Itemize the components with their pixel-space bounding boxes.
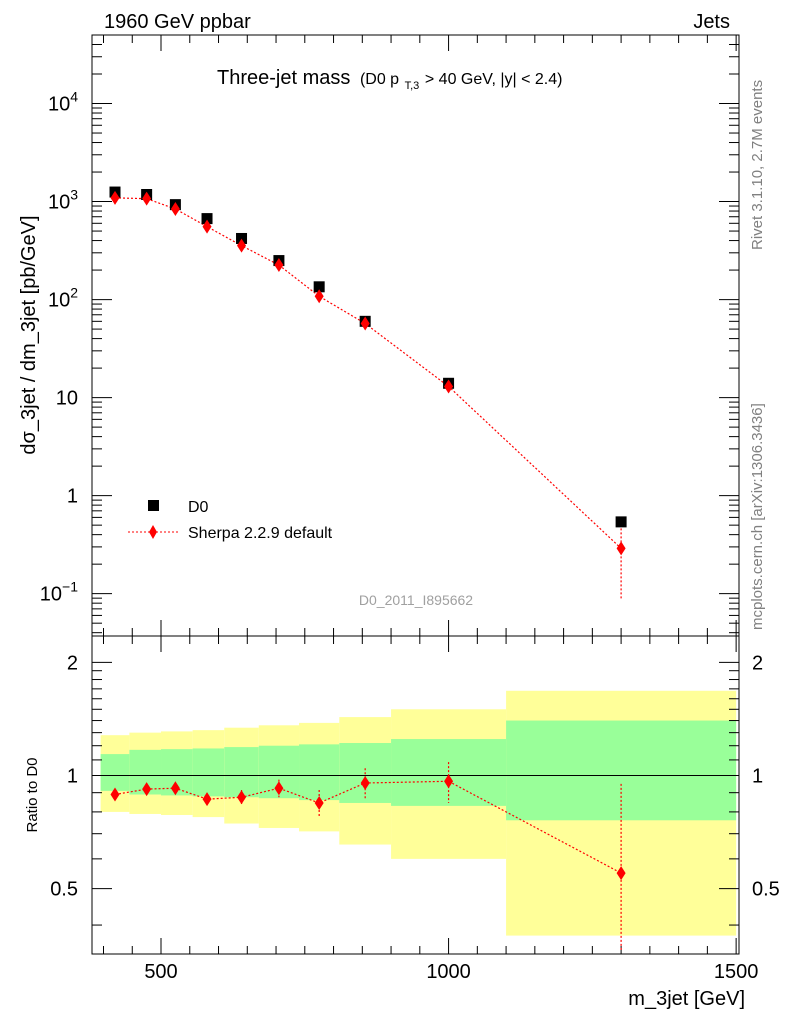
sherpa-data-point (616, 541, 626, 556)
plot-subtitle-suffix: > 40 GeV, |y| < 2.4) (425, 71, 563, 88)
ratio-y-tick-label-right: 0.5 (752, 879, 780, 901)
y-tick-label: 10−1 (40, 579, 78, 606)
main-y-tick-labels: 10−1 1 10 102 103 104 (40, 89, 78, 606)
d0-data-point (201, 213, 213, 225)
legend-d0-label: D0 (188, 499, 209, 516)
sherpa-ratio-point (110, 787, 120, 802)
legend-d0-marker (148, 500, 159, 511)
d0-data-point (615, 516, 627, 528)
sherpa-ratio-point (142, 782, 152, 797)
ratio-y-tick-label: 0.5 (50, 879, 78, 901)
y-tick-label: 1 (67, 486, 78, 508)
plot-title: Three-jet mass (D0 p T,3 > 40 GeV, |y| <… (217, 67, 562, 94)
analysis-watermark: D0_2011_I895662 (359, 592, 473, 608)
sherpa-ratio-line (114, 780, 622, 874)
ratio-y-tick-label-right: 1 (752, 765, 763, 787)
sherpa-ratio-point (314, 795, 324, 810)
y-tick-label: 102 (48, 285, 78, 312)
sherpa-ratio-point (444, 774, 454, 789)
main-plot-frame (91, 34, 740, 637)
sherpa-data-point (170, 201, 180, 216)
energy-label: 1960 GeV ppbar (104, 11, 251, 33)
plot-subtitle-subscript: T,3 (405, 80, 420, 92)
inner-band-bin (192, 748, 225, 797)
y-tick-label: 10 (56, 388, 78, 410)
sherpa-data-point (237, 238, 247, 253)
ratio-y-tick-label-right: 2 (752, 652, 763, 674)
inner-band-bin (506, 720, 737, 821)
plot-subtitle-prefix: (D0 p (360, 71, 399, 88)
sherpa-data-point (444, 379, 454, 394)
sherpa-data-point (142, 191, 152, 206)
plot-title-main: Three-jet mass (217, 67, 350, 89)
main-plot-series (109, 186, 627, 601)
ratio-y-tick-label: 2 (67, 652, 78, 674)
sherpa-ratio-point (170, 781, 180, 796)
sherpa-ratio-point (616, 866, 626, 881)
sherpa-ratio-point (360, 775, 370, 790)
legend-sherpa-label: Sherpa 2.2.9 default (188, 525, 333, 542)
ratio-plot-series (110, 762, 626, 952)
x-tick-labels: 500 1000 1500 (144, 961, 758, 983)
x-axis-label: m_3jet [GeV] (628, 988, 745, 1010)
legend: D0 Sherpa 2.2.9 default (128, 499, 333, 542)
ratio-y-tick-label: 1 (67, 765, 78, 787)
y-tick-label: 104 (48, 89, 78, 116)
sherpa-data-point (360, 316, 370, 331)
ratio-uncertainty-bands (100, 690, 737, 936)
sherpa-data-point (314, 289, 324, 304)
d0-data-point (313, 281, 325, 293)
x-tick-label: 500 (144, 961, 177, 983)
sherpa-data-point (202, 219, 212, 234)
rivet-version-label: Rivet 3.1.10, 2.7M events (749, 80, 766, 250)
x-tick-label: 1000 (426, 961, 471, 983)
y-tick-label: 103 (48, 187, 78, 214)
ratio-y-tick-labels: 0.5 0.5 1 1 2 2 (50, 652, 780, 900)
x-tick-label: 1500 (714, 961, 759, 983)
inner-band-bin (100, 754, 130, 791)
sherpa-line (114, 197, 622, 549)
sherpa-data-point (274, 258, 284, 273)
legend-sherpa-marker (149, 525, 157, 539)
source-label: mcplots.cern.ch [arXiv:1306.3436] (749, 403, 766, 630)
sherpa-ratio-point (237, 790, 247, 805)
sherpa-ratio-point (274, 781, 284, 796)
ratio-y-axis-label: Ratio to D0 (24, 757, 41, 832)
ratio-plot-frame (91, 635, 740, 955)
sherpa-data-point (110, 190, 120, 205)
inner-band-bin (224, 747, 259, 798)
ratio-axis-ticks (92, 636, 739, 954)
category-label: Jets (693, 11, 730, 33)
y-axis-label: dσ_3jet / dm_3jet [pb/GeV] (18, 215, 40, 454)
sherpa-ratio-point (202, 792, 212, 807)
main-axis-ticks (92, 34, 739, 636)
d0-data-point (236, 232, 248, 244)
